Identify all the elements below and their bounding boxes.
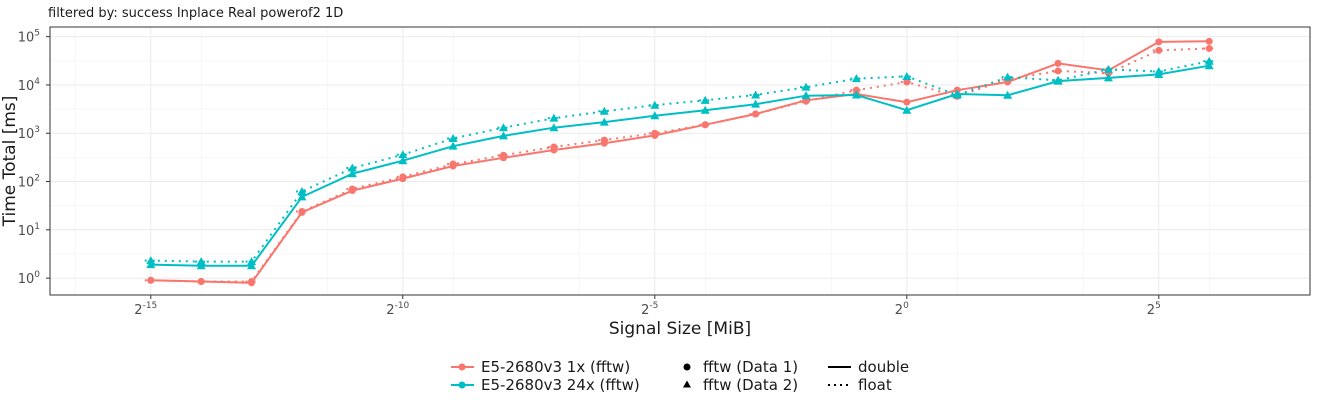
y-axis-ticks: 100 101 102 103 104 105 (18, 29, 50, 287)
legend-label-double: double (858, 358, 909, 376)
data-point-triangle (549, 123, 559, 132)
legend-color-entry-24x: E5-2680v3 24x (fftw) (451, 376, 640, 394)
series-line (150, 60, 1210, 263)
data-point-circle (903, 98, 911, 106)
data-point-triangle (700, 105, 710, 114)
data-point-triangle (851, 90, 861, 99)
data-point-triangle (751, 99, 761, 108)
data-point-triangle (498, 131, 508, 140)
series-3 (144, 56, 1216, 266)
x-tick-label: 2-15 (134, 301, 157, 318)
legend-linetype-entry-double: double (828, 358, 909, 376)
data-point-triangle (1003, 90, 1013, 99)
data-point-triangle (196, 261, 206, 270)
data-point-triangle (599, 117, 609, 126)
legend-shape-entry-data1: fftw (Data 1) (683, 358, 798, 376)
y-tick-label: 104 (18, 77, 41, 94)
data-point-triangle (801, 91, 811, 100)
data-point-triangle (347, 169, 357, 178)
x-tick-label: 2-5 (641, 301, 658, 318)
data-point-circle (1205, 37, 1213, 45)
data-point-triangle (902, 105, 912, 114)
legend-circle-marker-icon (683, 363, 691, 371)
data-point-circle (1155, 38, 1163, 46)
plot-background (50, 27, 1310, 295)
series-line (150, 47, 1210, 283)
y-tick-label: 100 (18, 270, 41, 287)
legend: E5-2680v3 1x (fftw) E5-2680v3 24x (fftw)… (451, 358, 909, 394)
legend-shape-entry-data2: fftw (Data 2) (683, 376, 798, 394)
x-tick-label: 25 (1147, 301, 1161, 318)
legend-label-float: float (858, 376, 892, 394)
legend-label-data1: fftw (Data 1) (703, 358, 798, 376)
data-point-triangle (297, 192, 307, 201)
y-axis-title: Time Total [ms] (0, 96, 20, 228)
legend-linetype-entry-float: float (828, 376, 892, 394)
x-axis-title: Signal Size [MiB] (609, 319, 751, 339)
y-tick-label: 101 (18, 222, 40, 239)
grid-lines (50, 27, 1310, 295)
legend-color-entry-1x: E5-2680v3 1x (fftw) (451, 358, 630, 376)
legend-circle-icon (458, 363, 466, 371)
chart-subtitle: filtered by: success Inplace Real powero… (48, 6, 343, 21)
x-tick-label: 20 (895, 301, 909, 318)
data-point-triangle (398, 156, 408, 165)
x-axis-ticks: 2-15 2-10 2-5 20 25 (134, 295, 1161, 318)
legend-circle-icon (458, 381, 466, 389)
legend-triangle-marker-icon (683, 380, 691, 388)
series-layer (144, 37, 1216, 287)
legend-label-data2: fftw (Data 2) (703, 376, 798, 394)
plot-border (49, 26, 1311, 296)
data-point-triangle (1204, 61, 1214, 70)
data-point-triangle (448, 141, 458, 150)
series-line (150, 40, 1210, 284)
y-tick-label: 102 (18, 174, 40, 191)
legend-label-1x: E5-2680v3 1x (fftw) (481, 358, 630, 376)
data-point-circle (1054, 59, 1062, 67)
x-tick-label: 2-10 (386, 301, 409, 318)
y-tick-label: 105 (18, 29, 40, 46)
series-line (150, 64, 1210, 267)
data-point-triangle (247, 261, 257, 270)
data-point-triangle (1103, 73, 1113, 82)
series-1 (144, 44, 1216, 286)
legend-label-24x: E5-2680v3 24x (fftw) (481, 376, 640, 394)
data-point-triangle (650, 111, 660, 120)
y-tick-label: 103 (18, 125, 40, 142)
data-point-triangle (146, 260, 156, 269)
